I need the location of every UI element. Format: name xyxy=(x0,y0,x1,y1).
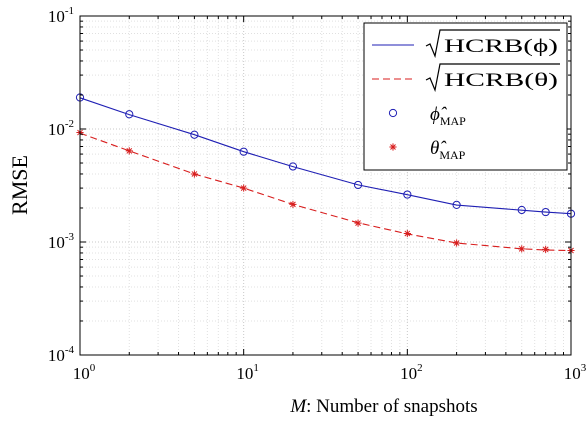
x-axis-label-var: M xyxy=(289,396,307,417)
data-point xyxy=(288,162,298,171)
plot-frame xyxy=(79,15,572,356)
legend-item-1: HCRB(θ) xyxy=(372,63,560,93)
data-point xyxy=(517,205,526,215)
sqrt-sign xyxy=(425,63,560,93)
data-point xyxy=(453,239,461,247)
grid xyxy=(80,16,571,355)
y-axis-label: RMSE xyxy=(7,155,32,215)
x-axis-label-text: : Number of snapshots xyxy=(306,396,478,417)
data-point xyxy=(403,229,411,238)
data-point xyxy=(289,200,297,209)
legend-item-0: HCRB(ϕ) xyxy=(372,29,560,59)
y-tick-label: 10-4 xyxy=(48,344,75,365)
data-point xyxy=(125,110,134,119)
x-tick-label: 102 xyxy=(400,362,423,383)
data-point xyxy=(452,200,461,209)
x-axis-label: M: Number of snapshots xyxy=(289,396,477,417)
series-line xyxy=(79,97,572,215)
tick-labels: 100 101 102 103 10-4 10-3 10-2 10-1 xyxy=(48,5,587,383)
data-point xyxy=(541,207,550,217)
x-tick-label: 101 xyxy=(236,362,259,383)
data-point xyxy=(190,130,199,139)
x-tick-label: 103 xyxy=(564,362,587,383)
y-tick-label: 10-2 xyxy=(48,118,74,139)
y-tick-label: 10-1 xyxy=(48,5,74,26)
data-point xyxy=(353,180,363,190)
legend-swatch xyxy=(389,143,397,151)
data-point xyxy=(125,147,133,155)
data-series xyxy=(75,93,576,255)
x-tick-label: 100 xyxy=(73,362,96,383)
legend-label: HCRB(ϕ) xyxy=(444,36,558,57)
legend-box xyxy=(363,22,568,171)
data-point xyxy=(240,184,248,192)
sqrt-sign xyxy=(425,29,560,59)
y-tick-label: 10-3 xyxy=(48,231,75,252)
data-point xyxy=(518,245,526,253)
series-0 xyxy=(79,97,572,215)
legend-swatch xyxy=(388,108,398,118)
data-point xyxy=(542,245,550,254)
legend-label: HCRB(θ) xyxy=(444,70,558,91)
data-point xyxy=(239,147,248,156)
data-point xyxy=(403,190,412,199)
data-point xyxy=(190,170,198,178)
data-point xyxy=(354,219,362,227)
